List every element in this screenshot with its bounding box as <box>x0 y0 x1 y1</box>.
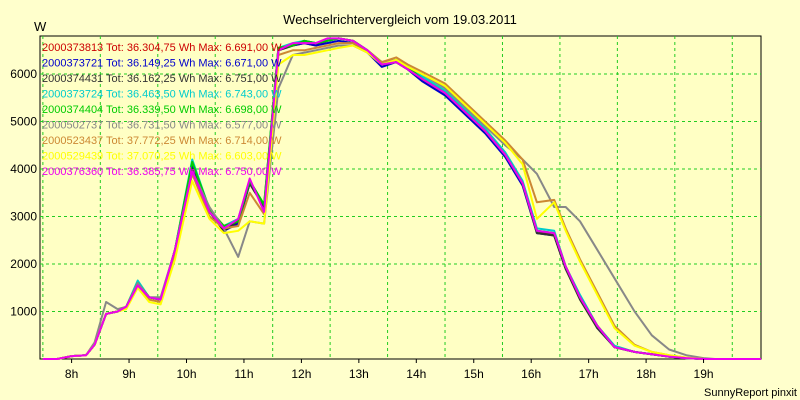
legend-entry-2000373721: 2000373721 Tot: 36.149,25 Wh Max: 6.671,… <box>42 58 282 70</box>
x-tick-label: 9h <box>122 367 135 381</box>
x-tick-label: 17h <box>579 367 599 381</box>
legend-entry-2000376360: 2000376360 Tot: 36.385,75 Wh Max: 6.750,… <box>42 166 282 178</box>
chart-title: Wechselrichtervergleich vom 19.03.2011 <box>283 12 517 27</box>
x-tick-label: 12h <box>291 367 311 381</box>
x-tick-label: 15h <box>464 367 484 381</box>
x-tick-label: 19h <box>694 367 714 381</box>
series-line-2000529439 <box>42 44 761 360</box>
x-tick-label: 16h <box>521 367 541 381</box>
x-tick-label: 18h <box>636 367 656 381</box>
series-lines <box>42 37 761 360</box>
legend-entry-2000529439: 2000529439 Tot: 37.070,25 Wh Max: 6.603,… <box>42 151 282 163</box>
grid <box>40 36 761 359</box>
y-tick-label: 3000 <box>10 210 37 224</box>
x-tick-label: 14h <box>406 367 426 381</box>
series-line-2000376360 <box>42 37 761 360</box>
y-tick-label: 5000 <box>10 115 37 129</box>
x-tick-label: 10h <box>176 367 196 381</box>
y-tick-label: 6000 <box>10 67 37 81</box>
axes: 1000 2000 3000 4000 5000 6000 8h 9h 10h 11h 12h 13h… <box>10 67 713 381</box>
legend-entry-2000374404: 2000374404 Tot: 36.339,50 Wh Max: 6.698,… <box>42 104 282 116</box>
y-tick-label: 1000 <box>10 305 37 319</box>
legend-entry-2000523437: 2000523437 Tot: 37.772,25 Wh Max: 6.714,… <box>42 135 282 147</box>
x-tick-label: 8h <box>65 367 78 381</box>
legend-entry-2000373813: 2000373813 Tot: 36.304,75 Wh Max: 6.691,… <box>42 42 282 54</box>
legend-entry-2000373724: 2000373724 Tot: 36.463,50 Wh Max: 6.743,… <box>42 89 282 101</box>
x-tick-label: 11h <box>234 367 253 381</box>
y-tick-label: 4000 <box>10 162 37 176</box>
legend: 2000373813 Tot: 36.304,75 Wh Max: 6.691,… <box>42 42 282 178</box>
y-tick-label: 2000 <box>10 257 37 271</box>
x-tick-label: 13h <box>349 367 369 381</box>
y-axis-unit: W <box>34 19 47 34</box>
legend-entry-2000502737: 2000502737 Tot: 36.731,50 Wh Max: 6.577,… <box>42 120 282 132</box>
legend-entry-2000374431: 2000374431 Tot: 36.162,25 Wh Max: 6.751,… <box>42 73 282 85</box>
footer-text: SunnyReport pinxit <box>704 387 797 399</box>
